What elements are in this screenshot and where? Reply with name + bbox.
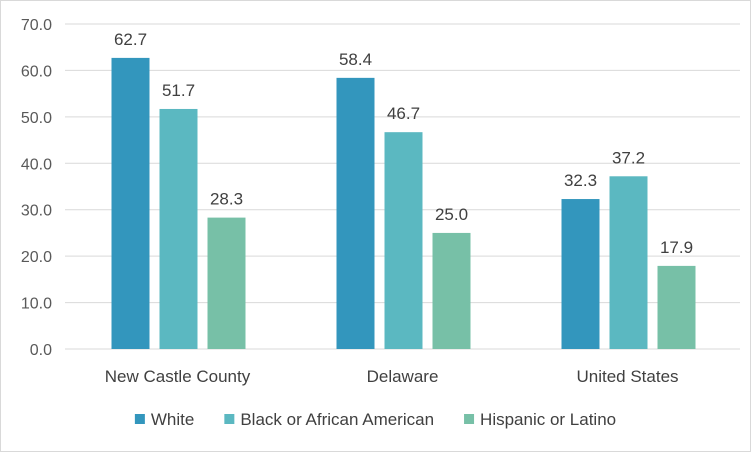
bar xyxy=(207,217,246,349)
legend-swatch xyxy=(224,414,235,424)
bar xyxy=(657,265,696,349)
data-label: 51.7 xyxy=(162,81,195,100)
y-tick-label: 10.0 xyxy=(21,296,52,313)
y-tick-label: 60.0 xyxy=(21,63,52,80)
data-label: 58.4 xyxy=(339,50,372,69)
category-label: Delaware xyxy=(367,367,439,386)
category-label: New Castle County xyxy=(105,367,251,386)
bar xyxy=(336,77,375,349)
data-label: 32.3 xyxy=(564,171,597,190)
bar xyxy=(561,199,600,349)
y-tick-label: 20.0 xyxy=(21,249,52,266)
legend-label: Black or African American xyxy=(240,410,434,429)
bar xyxy=(432,232,471,349)
data-label: 17.9 xyxy=(660,238,693,257)
y-tick-label: 30.0 xyxy=(21,203,52,220)
data-label: 28.3 xyxy=(210,190,243,209)
bar xyxy=(111,57,150,350)
data-label: 46.7 xyxy=(387,104,420,123)
y-tick-label: 0.0 xyxy=(30,342,52,359)
bar xyxy=(384,132,423,349)
data-label: 62.7 xyxy=(114,30,147,49)
category-label: United States xyxy=(576,367,678,386)
bar xyxy=(159,108,198,349)
y-tick-label: 70.0 xyxy=(21,17,52,34)
data-label: 25.0 xyxy=(435,205,468,224)
y-tick-label: 40.0 xyxy=(21,156,52,173)
legend-swatch xyxy=(134,414,145,424)
y-tick-label: 50.0 xyxy=(21,110,52,127)
bar xyxy=(609,176,648,349)
legend-label: White xyxy=(151,410,194,429)
legend-label: Hispanic or Latino xyxy=(480,410,616,429)
data-label: 37.2 xyxy=(612,148,645,167)
legend-swatch xyxy=(464,414,475,424)
